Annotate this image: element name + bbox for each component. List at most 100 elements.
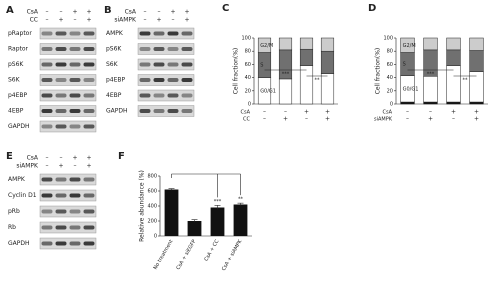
blot-band (167, 93, 179, 98)
blot-strip (39, 237, 97, 250)
panel-label: F (118, 151, 125, 162)
blot-band (55, 109, 67, 113)
condition-sign: – (263, 109, 266, 116)
condition-sign: + (428, 116, 433, 123)
condition-sign: – (144, 17, 147, 24)
condition-sign: – (406, 109, 409, 116)
panel-label: D (368, 3, 376, 14)
annotation: *** (214, 199, 222, 205)
bar-segment (320, 73, 335, 105)
blot-band (181, 31, 193, 36)
blot-band (41, 177, 53, 182)
condition-sign: + (304, 109, 309, 116)
segment-name: G2/M (260, 43, 273, 49)
blot-band (69, 47, 81, 51)
condition-sign: – (46, 9, 49, 16)
blot-label: Raptor (8, 46, 29, 53)
condition-sign: + (451, 109, 456, 116)
blot-label: p4EBP (106, 77, 126, 84)
y-tick-label: 20 (245, 88, 251, 94)
blot-strip (39, 43, 97, 55)
y-axis-label: Relative abundance (%) (139, 170, 146, 242)
blot-band (69, 241, 81, 246)
blot-band (69, 225, 81, 230)
blot-strip (137, 105, 195, 117)
condition-sign: + (325, 109, 330, 116)
blot-band (55, 241, 67, 246)
blot-label: p4EBP (8, 92, 28, 99)
y-tick-label: 40 (387, 75, 393, 81)
blot-strip (39, 189, 97, 202)
blot-band (69, 109, 81, 113)
condition-sign: + (474, 116, 479, 123)
condition-name: CC (30, 17, 38, 24)
blot-band (153, 93, 165, 98)
condition-sign: + (86, 9, 91, 16)
blot-band (41, 225, 53, 230)
blot-band (167, 31, 179, 36)
blot-band (83, 193, 95, 198)
condition-sign: – (305, 116, 308, 123)
blot-band (139, 62, 151, 67)
x-tick-label: CsA + CC (203, 238, 220, 262)
blot-label: GAPDH (106, 108, 128, 115)
annotation: *** (427, 72, 435, 78)
blot-band (83, 62, 95, 67)
annotation: ** (463, 78, 469, 84)
blot-band (41, 193, 53, 198)
blot-band (181, 109, 193, 113)
panel-label: B (104, 5, 112, 16)
blot-band (139, 47, 151, 51)
y-tick-label: 80 (387, 49, 393, 55)
condition-sign: + (170, 9, 175, 16)
condition-sign: + (86, 163, 91, 170)
blot-strip (39, 58, 97, 71)
bar (164, 189, 179, 236)
condition-sign: – (284, 109, 287, 116)
blot-band (69, 209, 81, 214)
bar-segment (299, 65, 314, 105)
bar-segment (278, 78, 293, 105)
condition-sign: + (283, 116, 288, 123)
blot-band (55, 78, 67, 82)
blot-band (83, 78, 95, 82)
y-tick-label: 20 (387, 88, 393, 94)
bar-segment (299, 37, 314, 50)
condition-sign: – (452, 116, 455, 123)
y-tick-label: 60 (387, 62, 393, 68)
blot-band (55, 62, 67, 67)
condition-name: CsA (240, 110, 250, 116)
blot-band (167, 78, 179, 82)
blot-strip (137, 43, 195, 55)
blot-label: pRaptor (8, 30, 32, 37)
blot-band (41, 78, 53, 82)
blot-band (41, 209, 53, 214)
bar (210, 207, 225, 236)
y-tick-label: 800 (147, 174, 157, 180)
bar-segment (299, 48, 314, 66)
blot-band (55, 177, 67, 182)
condition-name: siAMPK (374, 117, 393, 123)
y-tick-label: 80 (245, 49, 251, 55)
condition-sign: + (474, 109, 479, 116)
segment-name: S (260, 63, 263, 69)
blot-label: GAPDH (8, 123, 30, 130)
x-tick-label: CsA + siAMPK (221, 238, 244, 272)
panel-label: C (222, 3, 229, 14)
blot-strip (137, 89, 195, 102)
annotation: *** (282, 72, 290, 78)
annotation: ** (238, 197, 244, 203)
condition-sign: + (86, 17, 91, 24)
bar-segment (320, 50, 335, 74)
blot-band (83, 109, 95, 113)
condition-sign: + (58, 17, 63, 24)
panel-label: E (6, 151, 13, 162)
x-tick-label: CsA + siEGFP (175, 239, 197, 271)
bar-segment (446, 101, 461, 105)
bar (187, 221, 202, 236)
blot-label: Cyclin D1 (8, 192, 37, 199)
blot-band (69, 31, 81, 36)
condition-sign: – (60, 155, 63, 162)
y-tick-label: 100 (241, 36, 251, 42)
